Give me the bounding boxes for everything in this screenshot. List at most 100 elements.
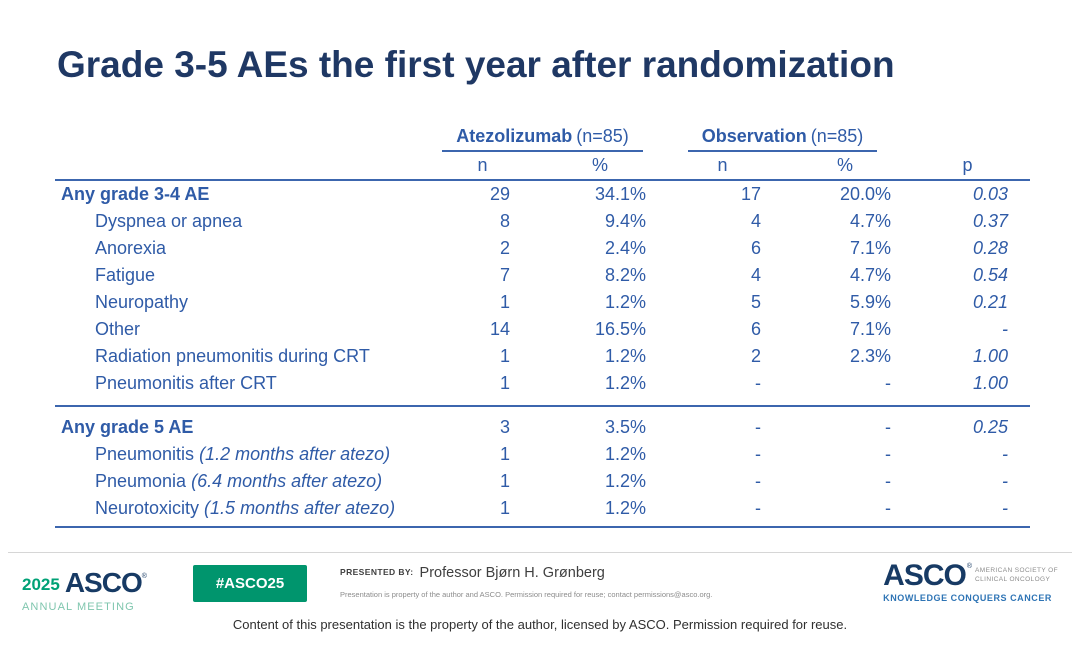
asco-annual-meeting-logo: 2025 ASCO® ANNUAL MEETING [22,564,147,614]
group-underline: Observation (n=85) [687,126,878,152]
logo-year: 2025 [22,575,60,594]
row-label-note: (1.5 months after atezo) [199,498,396,518]
cell-atezolizumab-n: 1 [499,292,510,312]
cell-observation-n: - [755,373,761,393]
table-row: Fatigue 7 8.2% 4 4.7% 0.54 [55,262,1030,289]
table-row: Any grade 5 AE 3 3.5% - -0.25 [55,405,1030,441]
table-row: Pneumonitis after CRT 1 1.2% - - 1.00 [55,370,1030,406]
cell-atezolizumab-pct: 34.1% [594,184,646,204]
cell-observation-n: 4 [750,211,761,231]
asco-society-logo-top: ASCO ® AMERICAN SOCIETY OF CLINICAL ONCOL… [883,559,1058,592]
cell-observation-pct: 7.1% [849,319,891,339]
cell-observation-n: 17 [740,184,761,204]
presenter-block: PRESENTED BY: Professor Bjørn H. Grønberg… [340,564,880,599]
cell-observation-pct: - [885,471,891,491]
logo-asco-wordmark: ASCO [883,559,967,592]
cell-atezolizumab-pct: 8.2% [604,265,646,285]
cell-atezolizumab-n: 1 [499,373,510,393]
cell-atezolizumab-pct: 16.5% [594,319,646,339]
cell-observation-n: - [660,405,785,441]
ae-table: Atezolizumab (n=85) Observation (n=85) n %… [55,126,1030,528]
group-header-spacer [55,126,425,153]
asco-society-logo: ASCO ® AMERICAN SOCIETY OF CLINICAL ONCOL… [883,559,1058,604]
cell-p-value: - [1002,471,1008,491]
presenter-name: Professor Bjørn H. Grønberg [419,565,605,581]
row-label: Pneumonitis after CRT [95,373,277,393]
cell-atezolizumab-n: 1 [499,346,510,366]
row-label: Any grade 5 AE [55,405,425,441]
row-label: Neuropathy [95,292,189,312]
ae-table-body: Any grade 3-4 AE 29 34.1% 17 20.0% 0.03 Dyspne… [55,180,1030,528]
presented-by-label: PRESENTED BY: [340,567,414,577]
cell-observation-pct: - [885,444,891,464]
cell-p-value: - [905,495,1030,528]
table-row: Other 14 16.5% 6 7.1% - [55,316,1030,343]
footer: 2025 ASCO® ANNUAL MEETING #ASCO25 PRESENT… [0,560,1080,615]
row-label: Other [95,319,141,339]
row-label: Anorexia [95,238,167,258]
society-name-lines: AMERICAN SOCIETY OF CLINICAL ONCOLOGY [975,567,1058,584]
row-label: Any grade 3-4 AE [61,184,210,204]
cell-p-value: 0.37 [972,211,1008,231]
cell-p-value: 0.21 [972,292,1008,312]
cell-p-value: 0.28 [972,238,1008,258]
column-header-row: n % n % p [55,153,1030,181]
cell-atezolizumab-pct: 1.2% [604,373,646,393]
cell-observation-n: - [660,495,785,528]
cell-observation-n: 5 [750,292,761,312]
cell-atezolizumab-n: 3 [425,405,540,441]
cell-p-value: 0.54 [972,265,1008,285]
table-row: Neurotoxicity (1.5 months after atezo) 1 1… [55,495,1030,528]
table-row: Anorexia 2 2.4% 6 7.1% 0.28 [55,235,1030,262]
cell-atezolizumab-n: 1 [499,471,510,491]
cell-atezolizumab-pct: 1.2% [604,444,646,464]
column-header-spacer [55,153,425,181]
cell-atezolizumab-n: 29 [489,184,510,204]
cell-atezolizumab-pct: 1.2% [540,495,660,528]
asco-annual-meeting-logo-top: 2025 ASCO® [22,564,147,601]
group-underline: Atezolizumab (n=85) [442,126,643,152]
society-name-line2: CLINICAL ONCOLOGY [975,575,1051,583]
cell-observation-pct: - [785,495,905,528]
row-label: Fatigue [95,265,156,285]
cell-p-value: - [1002,319,1008,339]
cell-observation-pct: - [785,405,905,441]
cell-observation-pct: 2.3% [849,346,891,366]
cell-observation-n: - [755,471,761,491]
cell-atezolizumab-n: 7 [499,265,510,285]
registered-mark: ® [141,573,147,580]
row-label: Radiation pneumonitis during CRT [95,346,370,366]
cell-atezolizumab-pct: 2.4% [604,238,646,258]
group-label-atezolizumab: Atezolizumab [456,126,573,146]
group-label-observation: Observation [701,126,807,146]
table-row: Pneumonia (6.4 months after atezo) 1 1.2% -… [55,468,1030,495]
cell-p-value: 1.00 [972,346,1008,366]
cell-p-value: 1.00 [972,373,1008,393]
registered-mark: ® [966,563,973,570]
column-header-observation-pct: % [785,153,905,181]
reuse-fine-print: Presentation is property of the author a… [340,590,713,599]
cell-atezolizumab-n: 8 [499,211,510,231]
cell-atezolizumab-pct: 1.2% [604,346,646,366]
cell-atezolizumab-n: 14 [489,319,510,339]
cell-atezolizumab-n: 1 [499,444,510,464]
cell-observation-pct: 4.7% [849,265,891,285]
society-name-line1: AMERICAN SOCIETY OF [975,567,1058,574]
row-label: Dyspnea or apnea [95,211,243,231]
cell-observation-pct: 20.0% [839,184,891,204]
cell-atezolizumab-pct: 1.2% [604,471,646,491]
cell-observation-n: 2 [750,346,761,366]
row-label-note: (6.4 months after atezo) [186,471,383,491]
table-row: Neuropathy 1 1.2% 5 5.9% 0.21 [55,289,1030,316]
cell-p-value: - [1002,444,1008,464]
logo-asco-wordmark: ASCO [64,567,143,598]
cell-atezolizumab-pct: 1.2% [604,292,646,312]
cell-p-value: 0.03 [972,184,1008,204]
table-row: Pneumonitis (1.2 months after atezo) 1 1.2… [55,441,1030,468]
cell-observation-n: 6 [750,319,761,339]
cell-observation-n: 6 [750,238,761,258]
cell-atezolizumab-pct: 9.4% [604,211,646,231]
cell-atezolizumab-n: 2 [499,238,510,258]
cell-observation-pct: - [885,373,891,393]
row-label-note: (1.2 months after atezo) [194,444,391,464]
